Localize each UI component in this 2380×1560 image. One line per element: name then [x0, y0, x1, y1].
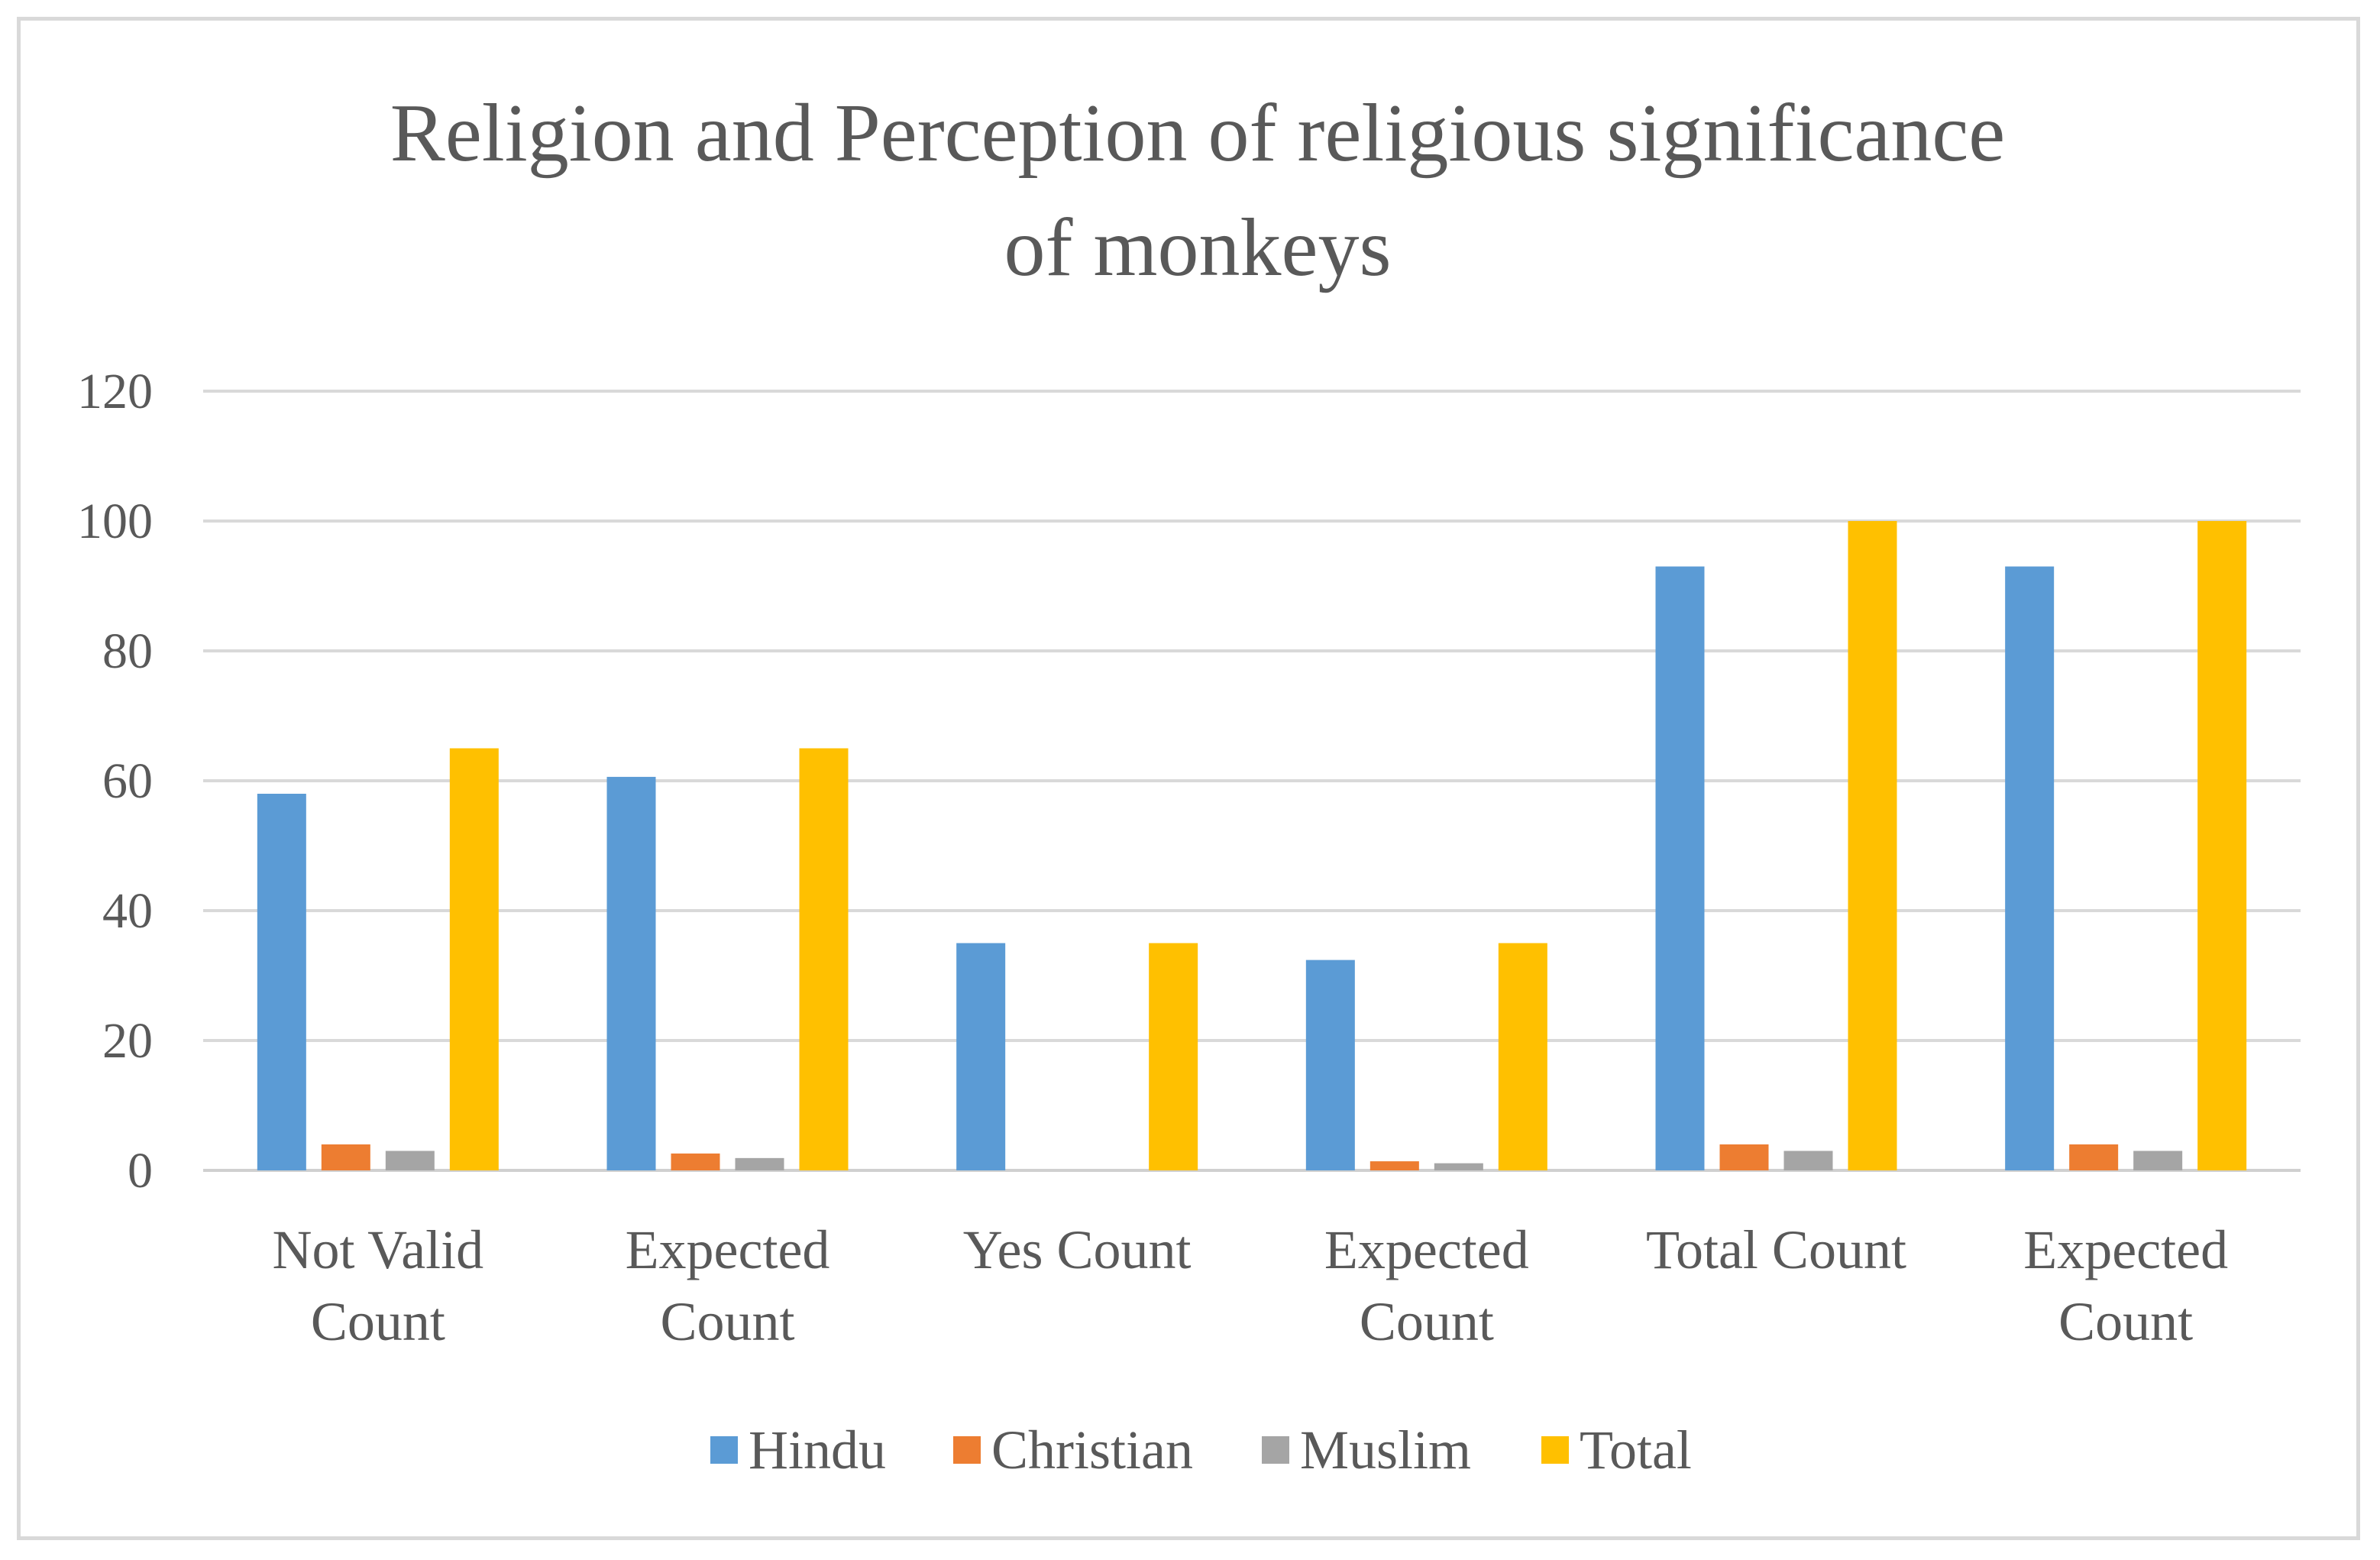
bar-hindu: [257, 794, 306, 1170]
bar-total: [1149, 943, 1198, 1170]
legend-label: Muslim: [1300, 1419, 1471, 1481]
bar-hindu: [1305, 960, 1355, 1170]
x-category-label: Count: [311, 1291, 445, 1352]
bar-total: [449, 748, 499, 1170]
x-category-label: Count: [2058, 1291, 2193, 1352]
bar-muslim: [1783, 1151, 1833, 1170]
y-tick-label: 120: [77, 364, 153, 419]
legend-swatch: [953, 1436, 981, 1464]
x-category-label: Expected: [2023, 1219, 2228, 1280]
bar-total: [2197, 521, 2247, 1170]
bar-christian: [2069, 1144, 2119, 1170]
chart-frame: [17, 17, 2360, 1540]
y-tick-label: 60: [102, 753, 153, 809]
x-category-label: Expected: [1324, 1219, 1529, 1280]
legend-item-total: Total: [1541, 1419, 1692, 1481]
y-axis-ticks: 0 20 40 60 80 100 120: [77, 364, 153, 1199]
bar-muslim: [2133, 1151, 2183, 1170]
legend-label: Hindu: [749, 1419, 886, 1481]
y-tick-label: 80: [102, 623, 153, 679]
bar-total: [799, 748, 849, 1170]
legend-item-christian: Christian: [953, 1419, 1193, 1481]
bar-hindu: [606, 776, 656, 1170]
legend-swatch: [710, 1436, 738, 1464]
x-category-label: Expected: [626, 1219, 830, 1280]
chart-title: Religion and Perception of religious sig…: [390, 88, 2005, 293]
y-tick-label: 100: [77, 494, 153, 549]
legend-label: Christian: [991, 1419, 1193, 1481]
x-category-label: Count: [660, 1291, 794, 1352]
x-axis-categories: Not Valid Count Expected Count Yes Count Expe…: [272, 1219, 2228, 1352]
bar-christian: [321, 1144, 370, 1170]
gridlines: [203, 390, 2301, 1172]
x-category-label: Yes Count: [963, 1219, 1192, 1280]
legend-label: Total: [1580, 1419, 1692, 1481]
legend-item-muslim: Muslim: [1262, 1419, 1471, 1481]
legend-item-hindu: Hindu: [710, 1419, 886, 1481]
y-tick-label: 0: [128, 1143, 153, 1199]
chart-title-line: of monkeys: [1004, 202, 1392, 293]
legend-swatch: [1541, 1436, 1569, 1464]
bar-christian: [1369, 1161, 1419, 1170]
y-tick-label: 40: [102, 883, 153, 939]
bar-muslim: [385, 1151, 435, 1170]
x-category-label: Count: [1360, 1291, 1494, 1352]
x-category-label: Not Valid: [272, 1219, 483, 1280]
bar-christian: [1719, 1144, 1769, 1170]
bars: [257, 521, 2247, 1170]
y-tick-label: 20: [102, 1013, 153, 1069]
bar-hindu: [2005, 566, 2055, 1170]
bar-hindu: [956, 943, 1006, 1170]
x-category-label: Total Count: [1646, 1219, 1906, 1280]
bar-total: [1848, 521, 1897, 1170]
bar-muslim: [735, 1157, 784, 1170]
bar-muslim: [1434, 1163, 1483, 1170]
chart-title-line: Religion and Perception of religious sig…: [390, 88, 2005, 179]
legend-swatch: [1262, 1436, 1289, 1464]
bar-total: [1498, 943, 1547, 1170]
bar-hindu: [1655, 566, 1705, 1170]
legend: Hindu Christian Muslim Total: [710, 1419, 1692, 1481]
bar-christian: [671, 1153, 720, 1170]
